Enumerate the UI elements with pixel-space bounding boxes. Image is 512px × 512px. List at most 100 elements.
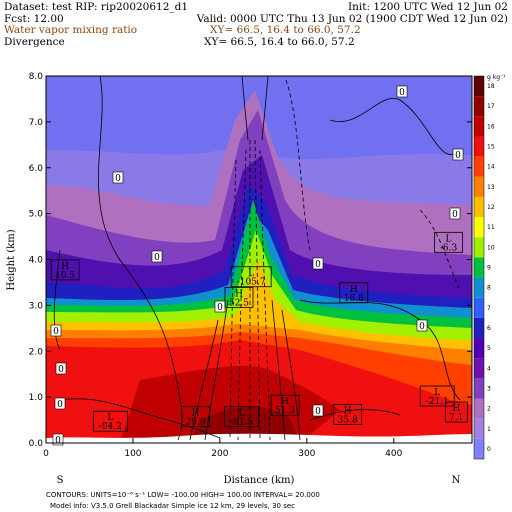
colorbar-swatch — [474, 378, 484, 399]
x-axis: 0 100 200 300 400 — [43, 438, 403, 459]
y-tick-label: 7.0 — [29, 118, 44, 128]
zero-label-box — [112, 171, 124, 184]
colorbar-label: 8 — [487, 285, 491, 292]
colorbar-frame — [473, 75, 485, 460]
extremum-box — [224, 406, 260, 428]
x-tick-label: 400 — [385, 449, 402, 459]
y-tick-label: 0.0 — [29, 439, 44, 449]
colorbar-swatch — [474, 96, 484, 117]
extremum-type: H — [281, 397, 289, 407]
colorbar-label: 3 — [487, 385, 491, 392]
colorbar-swatch — [474, 338, 484, 359]
zero-label-box — [52, 433, 64, 446]
extremum-value: 51.3 — [275, 406, 295, 416]
colorbar-swatch — [474, 398, 484, 419]
divergence-contour-zero-6 — [309, 409, 401, 421]
divergence-contour-zero-5 — [59, 398, 221, 439]
convergence-contour-1 — [237, 149, 247, 441]
colorbar-label: 13 — [487, 184, 495, 191]
convergence-contour-7 — [419, 209, 461, 291]
zero-label-box — [452, 148, 464, 161]
convergence-contour-4 — [259, 149, 271, 441]
extremum-type: H — [452, 404, 460, 414]
colorbar-label: 15 — [487, 144, 495, 151]
zero-label-box — [416, 319, 428, 332]
divergence-contour-positive-3 — [271, 299, 286, 441]
zero-label-box — [312, 404, 324, 417]
dataset-label: Dataset: test RIP: rip20020612_d1 — [4, 1, 188, 13]
y-tick-label: 5.0 — [29, 210, 44, 220]
colorbar-label: 16 — [487, 123, 495, 130]
extremum-type: L — [239, 409, 245, 419]
colorbar-swatch — [474, 176, 484, 197]
y-tick-label: 2.0 — [29, 347, 44, 357]
colorbar-swatch — [474, 317, 484, 339]
y-tick-label: 1.0 — [29, 393, 44, 403]
extremum-box — [50, 259, 80, 281]
colorbar-label: 17 — [487, 103, 495, 110]
extremum-type: H — [344, 406, 352, 416]
colorbar-label: 12 — [487, 204, 495, 211]
convergence-contour-3 — [254, 139, 261, 441]
extremum-value: 7.1 — [449, 413, 463, 423]
forecast-label: Fcst: 12.00 — [4, 13, 64, 25]
zero-label: 0 — [452, 210, 458, 220]
extremum-box — [434, 231, 463, 253]
colorbar-swatch — [474, 136, 484, 157]
convergence-contour-5 — [229, 159, 237, 441]
colorbar-label: 1 — [487, 426, 491, 433]
y-tick-label: 8.0 — [29, 72, 44, 82]
extremum-type: H — [61, 262, 69, 272]
colorbar-label: 2 — [487, 406, 491, 413]
colorbar-label: 5 — [487, 345, 491, 352]
extremum-box — [333, 403, 363, 425]
colorbar-swatch — [474, 277, 484, 298]
extremum-value: 52.5 — [229, 298, 249, 308]
colorbar-swatch — [474, 217, 484, 238]
zero-label: 0 — [315, 260, 321, 270]
x-axis-south-label: S — [57, 475, 64, 486]
x-axis-north-label: N — [452, 475, 461, 486]
extremum-value: 16.8 — [344, 294, 364, 304]
extremum-type: L — [446, 234, 452, 244]
colorbar-swatch — [474, 438, 484, 459]
colorbar-swatch — [474, 116, 484, 137]
valid-label: Valid: 0000 UTC Thu 13 Jun 02 (1900 CDT … — [196, 13, 508, 25]
x-tick-label: 200 — [211, 449, 228, 459]
x-axis-label: Distance (km) — [224, 475, 295, 486]
zero-label-box — [50, 324, 62, 337]
y-tick-label: 4.0 — [29, 256, 44, 266]
zero-label-box — [312, 257, 324, 270]
extremum-value: -91.5 — [230, 418, 253, 428]
colorbar-label: 18 — [487, 83, 495, 90]
x-tick-label: 0 — [43, 449, 49, 459]
zero-label: 0 — [315, 407, 321, 417]
colorbar-swatch — [474, 418, 484, 439]
y-axis: 0.0 1.0 2.0 3.0 4.0 5.0 6.0 7.0 8.0 — [29, 72, 472, 449]
model-info: Model info: V3.5.0 Grell Blackadar Simpl… — [50, 502, 295, 510]
extremum-box — [444, 401, 468, 423]
extremum-type: L — [434, 388, 440, 398]
y-tick-label: 3.0 — [29, 301, 44, 311]
colorbar-swatch — [474, 196, 484, 218]
zero-label: 0 — [58, 365, 64, 375]
extremum-type: H — [350, 285, 358, 295]
colorbar-swatch — [474, 156, 484, 177]
extremum-box — [230, 266, 272, 288]
colorbar-label: 14 — [487, 164, 495, 171]
divergence-contour-zero-3 — [329, 98, 461, 155]
zero-label-box — [151, 250, 163, 263]
y-axis-label: Height (km) — [6, 229, 17, 290]
field1-xy-label: XY= 66.5, 16.4 to 66.0, 57.2 — [210, 24, 361, 36]
colorbar-unit: g kg⁻¹ — [487, 74, 506, 81]
extremum-box — [181, 406, 210, 428]
colorbar-swatch — [474, 257, 484, 278]
zero-label: 0 — [53, 327, 59, 337]
extremum-value: -21.1 — [426, 397, 449, 407]
divergence-contour-positive-1 — [204, 299, 229, 441]
colorbar-swatch — [474, 358, 484, 379]
field2-label: Divergence — [4, 36, 65, 48]
field2-xy-label: XY= 66.5, 16.4 to 66.0, 57.2 — [204, 36, 355, 48]
